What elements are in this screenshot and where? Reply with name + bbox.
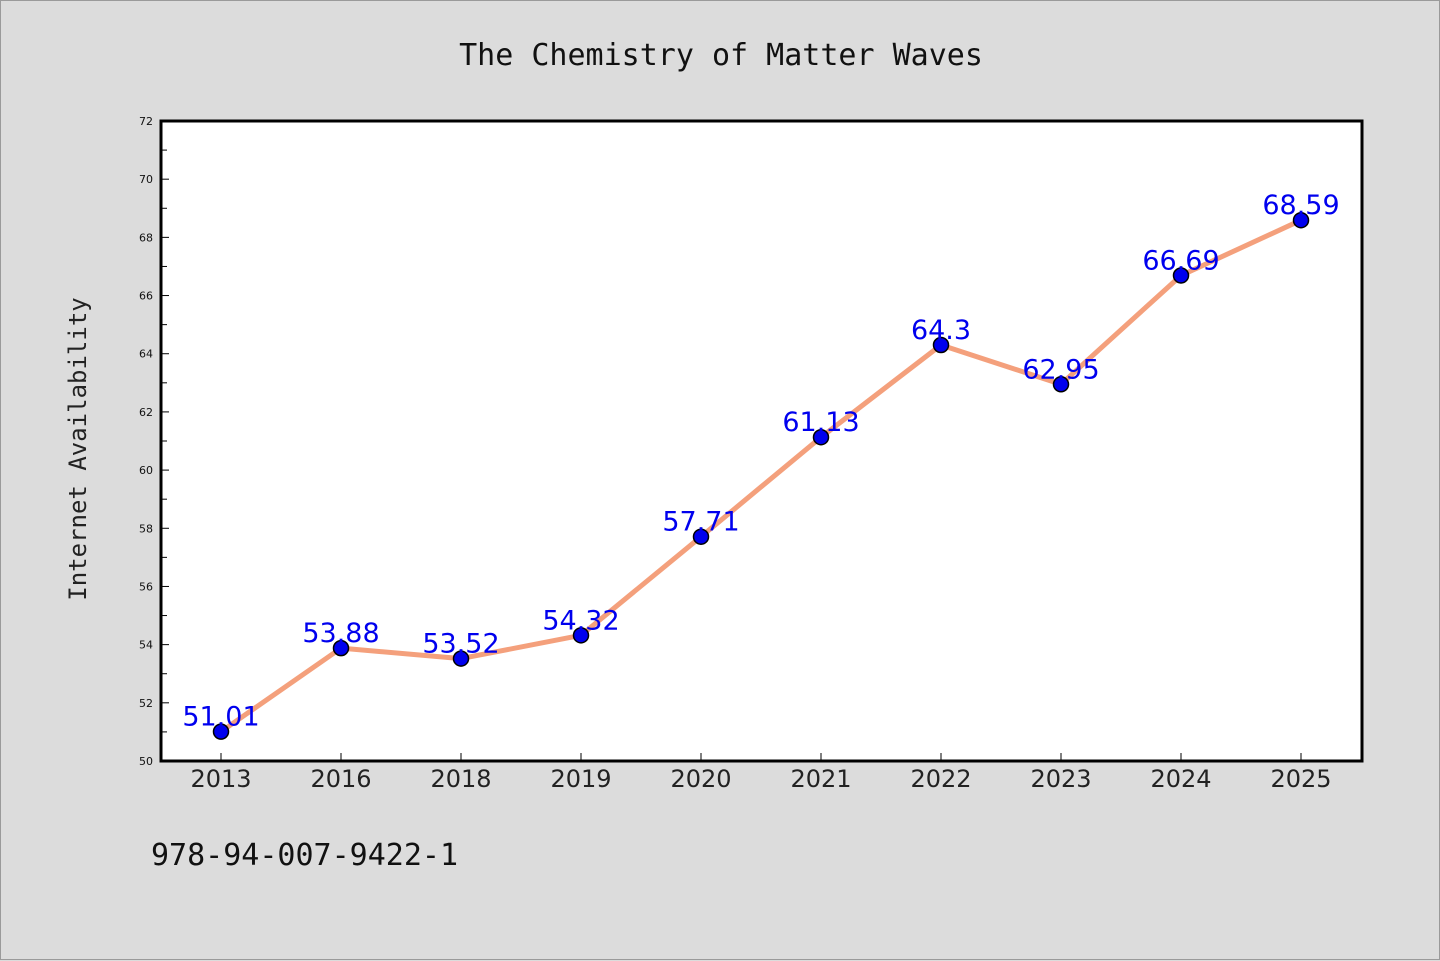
x-tick-label: 2016 <box>310 765 371 793</box>
data-labels: 51.01 53.88 53.52 54.32 57.71 61.13 64.3 62.95 6… <box>182 190 1339 732</box>
y-tick-label: 60 <box>139 464 153 477</box>
y-tick-label: 66 <box>139 290 153 303</box>
footer-isbn: 978-94-007-9422-1 <box>151 838 458 873</box>
y-tick-label: 62 <box>139 406 153 419</box>
series-line-group <box>219 217 1303 734</box>
data-label: 64.3 <box>911 315 971 346</box>
data-point <box>452 650 470 667</box>
data-point <box>1172 267 1190 284</box>
x-tick-label: 2020 <box>670 765 731 793</box>
x-tick-label: 2013 <box>190 765 251 793</box>
data-point <box>1052 376 1070 393</box>
data-label: 62.95 <box>1022 354 1099 385</box>
data-point <box>932 336 950 354</box>
data-label: 53.88 <box>302 618 379 649</box>
data-point <box>812 428 830 446</box>
data-markers <box>212 211 1310 740</box>
data-point <box>572 627 590 644</box>
y-tick-label: 58 <box>139 522 153 535</box>
data-label: 51.01 <box>182 702 259 733</box>
y-tick-label: 70 <box>139 173 153 186</box>
x-axis-ticks: 2013 2016 2018 2019 2020 2021 2022 2023 2024 2025 <box>190 753 1332 793</box>
y-tick-label: 72 <box>139 115 153 128</box>
data-label: 61.13 <box>782 407 859 438</box>
x-tick-label: 2018 <box>430 765 491 793</box>
series-line <box>219 217 1303 734</box>
y-tick-label: 52 <box>139 697 153 710</box>
data-label: 54.32 <box>542 605 619 636</box>
y-tick-label: 64 <box>139 348 153 361</box>
y-tick-label: 68 <box>139 231 153 244</box>
data-label: 53.52 <box>422 629 499 660</box>
y-axis-label: Internet Availability <box>64 297 92 600</box>
y-tick-label: 54 <box>139 639 153 652</box>
y-tick-label: 56 <box>139 580 153 593</box>
data-point <box>692 528 710 545</box>
x-tick-label: 2024 <box>1150 765 1211 793</box>
data-label: 66.69 <box>1142 245 1219 276</box>
x-tick-label: 2021 <box>790 765 851 793</box>
x-tick-label: 2025 <box>1270 765 1331 793</box>
plot-area <box>159 119 1364 763</box>
data-label: 57.71 <box>662 507 739 538</box>
data-point <box>1292 211 1310 229</box>
x-tick-label: 2023 <box>1030 765 1091 793</box>
y-axis-ticks: 50 52 54 56 58 60 62 64 66 68 70 72 <box>139 115 169 768</box>
chart-title: The Chemistry of Matter Waves <box>459 38 983 73</box>
data-point <box>332 639 350 657</box>
x-tick-label: 2022 <box>910 765 971 793</box>
data-label: 68.59 <box>1262 190 1339 221</box>
y-tick-label: 50 <box>139 755 153 768</box>
x-tick-label: 2019 <box>550 765 611 793</box>
data-point <box>212 723 230 740</box>
